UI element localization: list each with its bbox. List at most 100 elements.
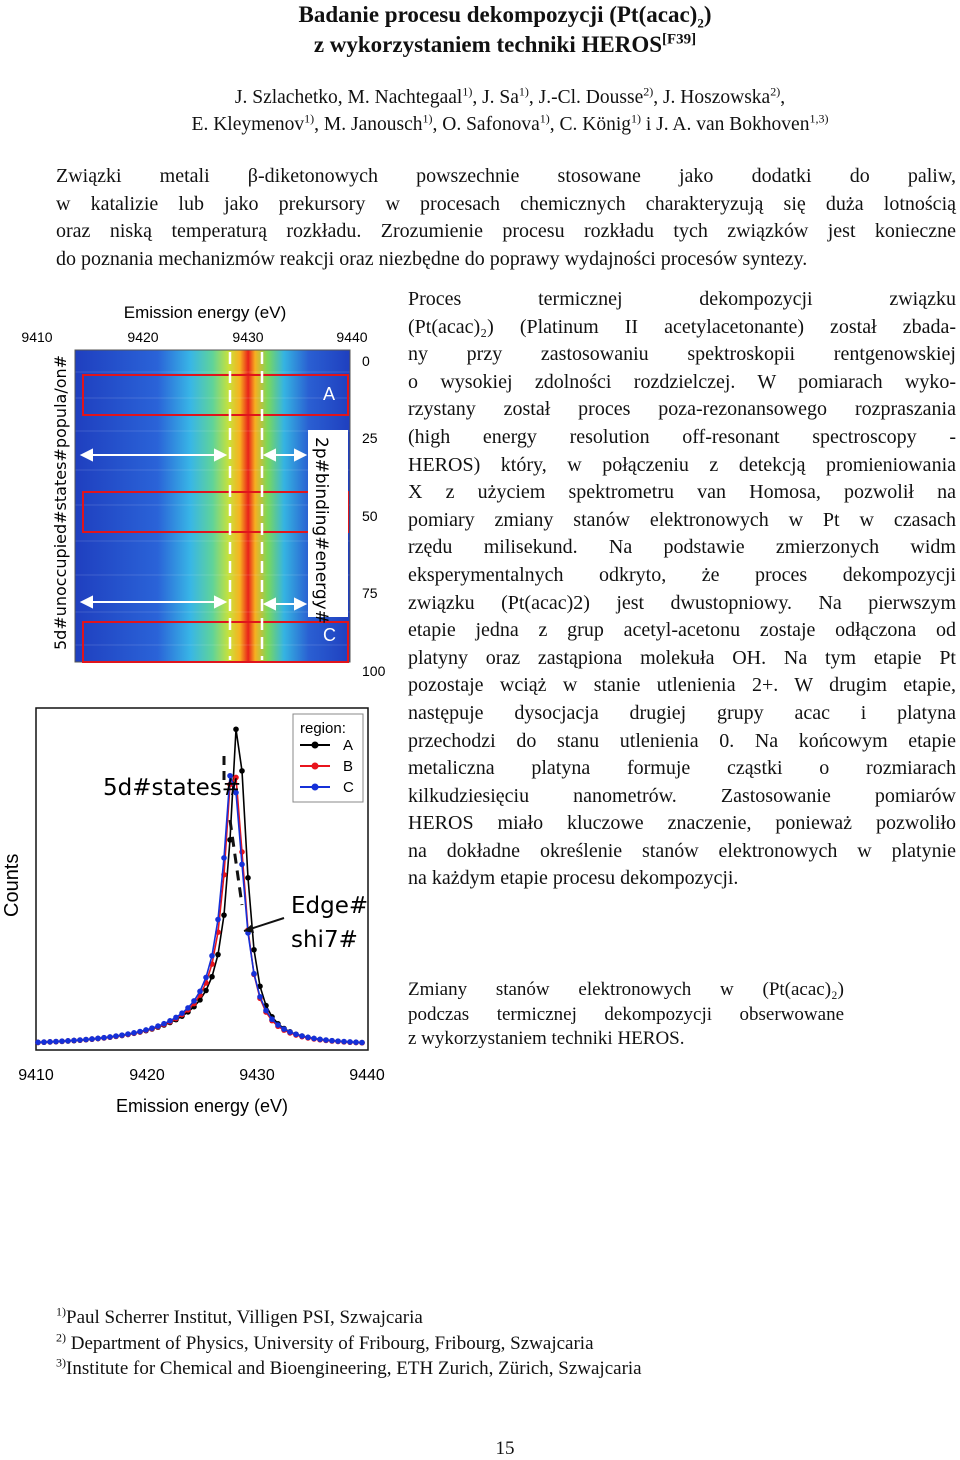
intro-line: w katalizie lub jako prekursory w proces… <box>56 192 956 215</box>
spectrum-point <box>77 1037 83 1043</box>
spectrum-point <box>221 912 227 918</box>
spectrum-point <box>89 1036 95 1042</box>
bottom-axis-title: Emission energy (eV) <box>116 1096 288 1116</box>
legend-marker <box>311 783 319 791</box>
body-line: następuje dysocjacja drugiej grupy acac … <box>408 701 956 724</box>
heatmap-texture <box>75 371 350 646</box>
spectrum-point <box>65 1038 71 1044</box>
legend-marker <box>311 741 319 749</box>
author-name: E. Kleymenov <box>191 114 305 135</box>
intro-line: Związki metali β-diketonowych powszechni… <box>56 165 956 187</box>
author-affiliation-mark: 2) <box>643 84 654 99</box>
spectrum-point <box>257 983 263 990</box>
author-affiliation-mark: 1) <box>539 111 550 126</box>
spectrum-point <box>245 875 251 881</box>
body-line: kilkudziesięciu nanometrów. Zastosowanie… <box>408 784 956 807</box>
label-shift: shi7# <box>291 927 358 953</box>
bottom-tick-label: 9440 <box>349 1067 385 1084</box>
right-tick-label: 50 <box>362 508 378 524</box>
spectrum-point <box>299 1033 305 1039</box>
intro-line: oraz niską temperaturą rozkładu. Zrozumi… <box>56 220 956 242</box>
body-line: HEROS miało kluczowe znaczenie, ponieważ… <box>408 812 956 835</box>
spectrum-point <box>251 946 257 953</box>
author-affiliation-mark: 1) <box>304 111 315 126</box>
body-line: na dokładne określenie stanów elektronow… <box>408 839 956 862</box>
right-tick-label: 25 <box>362 430 378 446</box>
spectrum-point <box>149 1025 155 1031</box>
spectrum-point <box>119 1032 125 1038</box>
body-line: X z użyciem spektrometru van Homosa, poz… <box>408 481 956 504</box>
body-line: (Pt(acac)₂) (Platinum II acetylacetonant… <box>408 315 956 338</box>
body-line: o wysokiej zdolności rozdzielczej. W pom… <box>408 370 956 393</box>
region-c-label: C <box>323 625 336 645</box>
spectrum-point <box>101 1034 107 1041</box>
spectrum-point <box>143 1027 149 1033</box>
spectrum-point <box>191 998 197 1004</box>
author-affiliation-mark: 1) <box>462 84 473 99</box>
spectrum-point <box>209 952 215 959</box>
spectrum-point <box>239 768 245 774</box>
spectrum-point <box>227 772 233 779</box>
spectrum-point <box>233 774 239 781</box>
label-edge: Edge# <box>291 893 368 919</box>
author-name: M. Nachtegaal <box>347 87 463 108</box>
authors-line-2: E. Kleymenov1), M. Janousch1), O. Safono… <box>0 111 960 138</box>
caption-line: Zmiany stanów elektronowych w (Pt(acac)₂… <box>408 979 844 1000</box>
spectrum-point <box>107 1034 113 1040</box>
spectrum-point <box>317 1036 323 1043</box>
body-line: (high energy resolution off-resonant spe… <box>408 425 956 448</box>
spectrum-point <box>35 1039 41 1046</box>
spectrum-point <box>359 1039 365 1046</box>
title-line-2: z wykorzystaniem techniki HEROS[F39] <box>313 31 697 57</box>
author-affiliation-mark: 1,3) <box>809 111 829 126</box>
spectrum-point <box>59 1038 65 1044</box>
legend: region: ABC <box>292 713 364 803</box>
top-tick-label: 9420 <box>127 329 158 345</box>
body-line: ny przy zastosowaniu spektroskopii rentg… <box>408 343 956 366</box>
body-line: pozostaje wciąż w stanie utlenienia 2+. … <box>408 674 956 697</box>
spectrum-point <box>161 1020 167 1027</box>
author-affiliation-mark: 2) <box>770 84 781 99</box>
spectrum-point <box>275 1022 281 1028</box>
spectrum-point <box>251 970 257 977</box>
spectrum-point <box>185 1005 191 1011</box>
spectrum-point <box>131 1030 137 1036</box>
arrows <box>79 448 308 611</box>
spectrum-point <box>215 951 221 958</box>
top-tick-label: 9440 <box>336 329 367 345</box>
spectrum-point <box>287 1029 293 1035</box>
author-name: , C. König <box>549 114 631 135</box>
spectrum-point <box>263 1007 269 1014</box>
spectrum-point <box>311 1035 317 1042</box>
spectrum-point <box>233 726 239 733</box>
affiliation-3: 3)Institute for Chemical and Bioengineer… <box>56 1355 642 1379</box>
spectrum-point <box>335 1038 341 1044</box>
bottom-tick-label: 9410 <box>18 1067 54 1084</box>
spectrum-point <box>221 855 227 861</box>
spectrum-curves <box>35 726 365 1046</box>
spectrum-point <box>257 993 263 1000</box>
author-affiliation-mark: 1) <box>422 111 433 126</box>
spectrum-point <box>203 974 209 981</box>
body-line: metaliczna platyna formuje cząstki o roz… <box>408 757 956 780</box>
heros-figure: Emission energy (eV) 9410 9420 9430 9440… <box>1 303 386 1116</box>
spectrum-point <box>281 1026 287 1032</box>
spectrum-point <box>155 1023 161 1029</box>
spectrum-point <box>341 1038 347 1045</box>
body-line: pomiary zmiany stanów elektronowych w Pt… <box>408 508 956 531</box>
spectrum-point <box>233 789 239 796</box>
top-tick-label: 9410 <box>21 329 52 345</box>
intro-paragraph: Związki metali β-diketonowych powszechni… <box>56 163 956 273</box>
affiliation-1: 1)Paul Scherrer Institut, Villigen PSI, … <box>56 1304 423 1328</box>
spectrum-point <box>125 1031 131 1037</box>
spectrum-point <box>215 916 221 923</box>
author-name: , <box>780 87 786 108</box>
spectrum-point <box>239 861 245 868</box>
body-line: rzystany został proces poza-rezonansoweg… <box>408 398 956 421</box>
spectrum-point <box>203 987 209 994</box>
affiliation-2: 2) Department of Physics, University of … <box>56 1330 594 1354</box>
spectrum-point <box>209 973 215 980</box>
spectrum-point <box>179 1010 185 1016</box>
spectral-heatmap <box>75 350 350 662</box>
edge-dashed-lines <box>228 352 264 660</box>
